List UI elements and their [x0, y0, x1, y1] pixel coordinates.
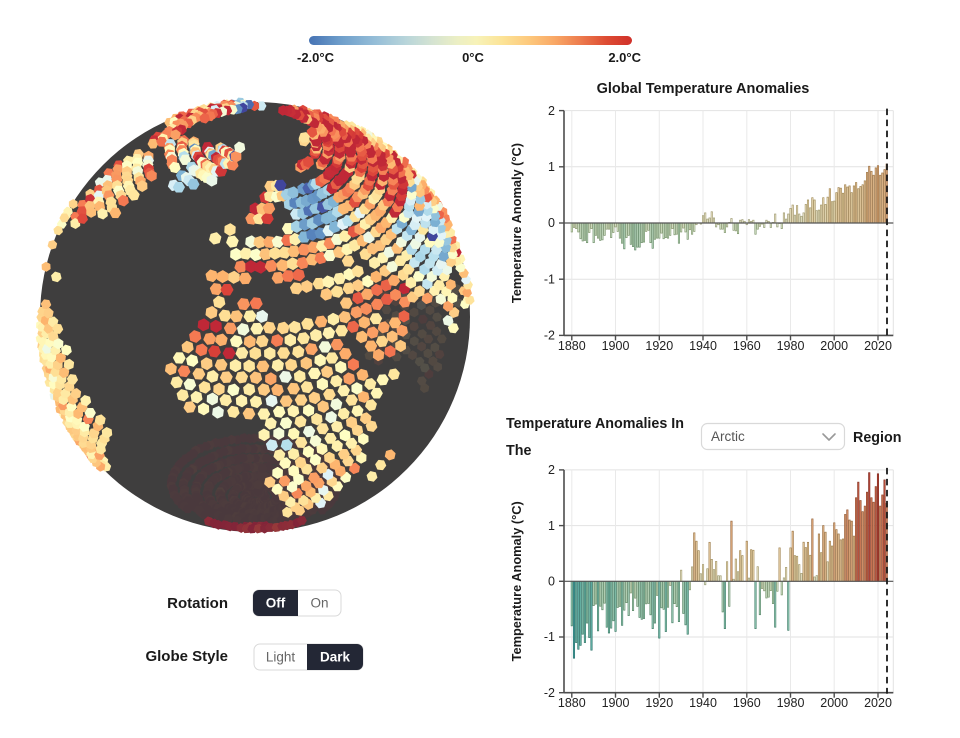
svg-text:2000: 2000 [820, 339, 848, 353]
svg-text:Light: Light [266, 650, 296, 665]
svg-text:Off: Off [266, 596, 286, 611]
svg-text:2.0°C: 2.0°C [608, 50, 641, 65]
svg-text:1900: 1900 [602, 339, 630, 353]
svg-text:1940: 1940 [689, 339, 717, 353]
svg-text:Dark: Dark [320, 650, 351, 665]
svg-text:1980: 1980 [777, 696, 805, 710]
svg-text:1900: 1900 [602, 696, 630, 710]
svg-text:1920: 1920 [645, 339, 673, 353]
svg-text:2020: 2020 [864, 339, 892, 353]
svg-text:2: 2 [548, 104, 555, 118]
svg-text:0: 0 [548, 575, 555, 589]
svg-text:Arctic: Arctic [711, 429, 745, 444]
svg-text:2000: 2000 [820, 696, 848, 710]
svg-text:2020: 2020 [864, 696, 892, 710]
svg-text:1940: 1940 [689, 696, 717, 710]
svg-text:1880: 1880 [558, 696, 586, 710]
svg-text:0: 0 [548, 216, 555, 230]
svg-text:-2: -2 [544, 686, 555, 700]
svg-text:Region: Region [853, 430, 901, 446]
svg-text:Rotation: Rotation [167, 595, 228, 612]
svg-text:Temperature Anomaly (°C): Temperature Anomaly (°C) [509, 501, 524, 661]
svg-text:On: On [310, 596, 328, 611]
svg-text:1980: 1980 [777, 339, 805, 353]
svg-text:1880: 1880 [558, 339, 586, 353]
svg-text:The: The [506, 443, 531, 459]
svg-text:1960: 1960 [733, 339, 761, 353]
svg-text:Temperature Anomaly (°C): Temperature Anomaly (°C) [509, 143, 524, 303]
svg-text:Temperature Anomalies In: Temperature Anomalies In [506, 416, 684, 432]
svg-text:2: 2 [548, 463, 555, 477]
svg-text:Globe Style: Globe Style [145, 648, 228, 665]
svg-text:-2: -2 [544, 329, 555, 343]
svg-text:1: 1 [548, 160, 555, 174]
svg-text:-2.0°C: -2.0°C [297, 50, 335, 65]
svg-text:0°C: 0°C [462, 50, 484, 65]
svg-text:Global Temperature Anomalies: Global Temperature Anomalies [597, 81, 810, 97]
svg-text:1: 1 [548, 519, 555, 533]
svg-text:1920: 1920 [645, 696, 673, 710]
svg-text:-1: -1 [544, 272, 555, 286]
svg-text:1960: 1960 [733, 696, 761, 710]
svg-text:-1: -1 [544, 630, 555, 644]
